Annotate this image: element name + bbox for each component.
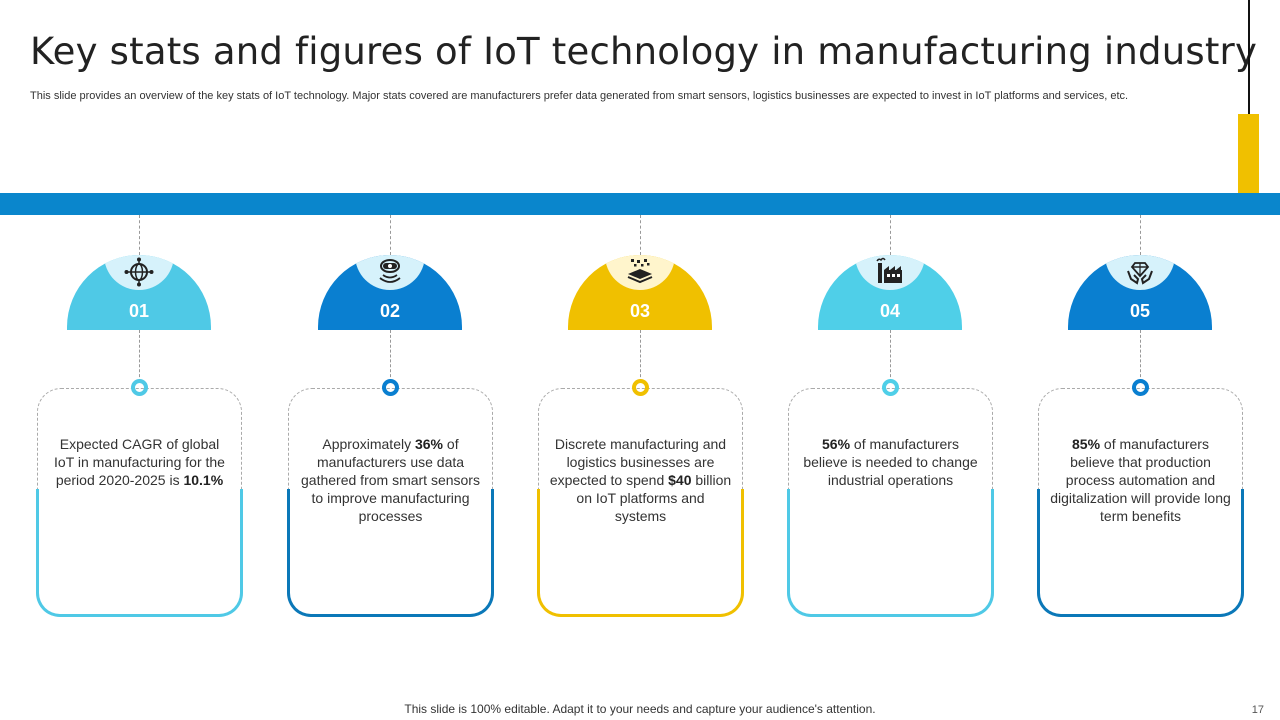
connector-line	[640, 330, 641, 382]
connector-line	[640, 215, 641, 255]
decorative-yellow-bar	[1238, 114, 1259, 193]
stat-header-dome: 04	[818, 255, 962, 330]
stat-card: Approximately 36% of manufacturers use d…	[287, 388, 494, 617]
stat-header-dome: 02	[318, 255, 462, 330]
stat-number: 01	[128, 301, 150, 321]
connector-line	[890, 330, 891, 382]
slide-title: Key stats and figures of IoT technology …	[30, 30, 1258, 73]
slide-footer: This slide is 100% editable. Adapt it to…	[404, 702, 876, 716]
stat-number: 05	[1129, 301, 1151, 321]
timeline-dot	[382, 379, 399, 396]
card-accent-border	[537, 489, 744, 617]
connector-line	[390, 330, 391, 382]
page-number: 17	[1251, 704, 1264, 716]
icon-circle	[355, 255, 425, 290]
card-accent-border	[787, 489, 994, 617]
stat-text: Expected CAGR of global IoT in manufactu…	[54, 436, 225, 488]
icon-circle	[855, 255, 925, 290]
platform-layers-icon	[627, 259, 653, 284]
smart-sensor-icon	[379, 259, 401, 283]
connector-line	[390, 215, 391, 255]
stat-header-dome: 01	[67, 255, 211, 330]
timeline-dot	[632, 379, 649, 396]
stat-text: Discrete manufacturing and logistics bus…	[549, 436, 732, 524]
icon-circle	[605, 255, 675, 290]
stat-card: 56% of manufacturers believe is needed t…	[787, 388, 994, 617]
card-accent-border	[1037, 489, 1244, 617]
stat-highlight: 56%	[822, 436, 851, 452]
globe-network-icon	[124, 257, 154, 287]
icon-circle	[104, 255, 174, 290]
stat-text: 85% of manufacturers believe that produc…	[1050, 436, 1231, 524]
card-accent-border	[287, 489, 494, 617]
stat-header-dome: 03	[568, 255, 712, 330]
stat-column-3: 03 Discrete manufacturing and logistics …	[536, 215, 746, 620]
timeline-dot	[1132, 379, 1149, 396]
connector-line	[1140, 330, 1141, 382]
icon-circle	[1105, 255, 1175, 290]
stat-number: 03	[629, 301, 651, 321]
decorative-line	[1248, 0, 1250, 116]
stat-highlight: $40	[668, 472, 692, 488]
slide-subtitle: This slide provides an overview of the k…	[30, 90, 1129, 102]
timeline-dot	[131, 379, 148, 396]
stat-column-4: 04 56% of manufacturers believe is neede…	[786, 215, 996, 620]
stat-text: Approximately 36% of manufacturers use d…	[301, 436, 480, 524]
connector-line	[139, 215, 140, 255]
stat-column-5: 05 85% of manufacturers believe that pro…	[1036, 215, 1246, 620]
stat-number: 02	[379, 301, 401, 321]
stat-card: 85% of manufacturers believe that produc…	[1037, 388, 1244, 617]
stat-card: Expected CAGR of global IoT in manufactu…	[36, 388, 243, 617]
timeline-dot	[882, 379, 899, 396]
factory-icon	[876, 257, 902, 283]
connector-line	[139, 330, 140, 382]
connector-line	[890, 215, 891, 255]
stat-highlight: 36%	[414, 436, 444, 452]
stat-column-2: 02 Approximately 36% of manufacturers us…	[286, 215, 496, 620]
connector-line	[1140, 215, 1141, 255]
stat-card: Discrete manufacturing and logistics bus…	[537, 388, 744, 617]
hands-gem-icon	[1127, 262, 1153, 285]
card-accent-border	[36, 489, 243, 617]
stat-highlight: 10.1%	[183, 472, 224, 488]
stat-column-1: 01 Expected CAGR of global IoT in manufa…	[35, 215, 245, 620]
stat-text: 56% of manufacturers believe is needed t…	[803, 436, 978, 488]
stat-header-dome: 05	[1068, 255, 1212, 330]
stat-highlight: 85%	[1072, 436, 1101, 452]
blue-header-band	[0, 193, 1280, 215]
stat-number: 04	[879, 301, 901, 321]
